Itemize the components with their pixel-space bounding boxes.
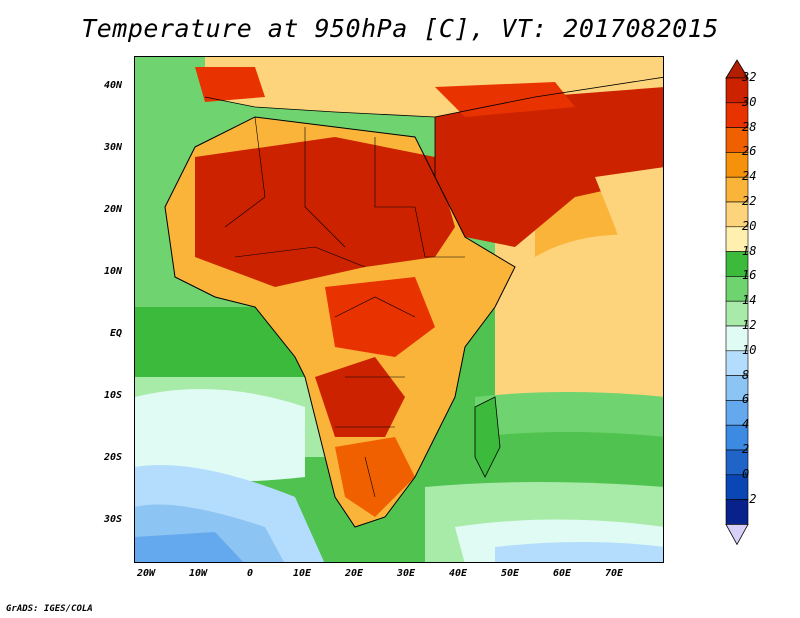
lon-label-0: 0 — [246, 568, 254, 579]
colorbar-tick-label: 14 — [742, 293, 757, 308]
lon-label-50e: 50E — [500, 568, 520, 579]
lat-label-eq: EQ — [110, 328, 123, 339]
colorbar-tick-label: 6 — [742, 392, 750, 407]
colorbar-tick-label: 4 — [742, 417, 750, 432]
colorbar-bottom-arrow — [725, 524, 749, 546]
colorbar-tick-label: 28 — [742, 119, 757, 134]
lon-label-40e: 40E — [448, 568, 468, 579]
arabia-coastline — [434, 76, 663, 177]
colorbar-tick-label: 22 — [742, 194, 757, 208]
colorbar-tick-label: 0 — [742, 466, 750, 481]
lon-label-10e: 10E — [292, 568, 312, 579]
madagascar — [474, 396, 501, 478]
iberia-hot — [195, 67, 265, 102]
lat-label-10s: 10S — [104, 390, 123, 401]
colorbar — [725, 59, 749, 546]
ocean-atlantic-coldest — [135, 532, 244, 562]
map-title: Temperature at 950hPa [C], VT: 201708201… — [81, 14, 719, 43]
sahara-hot-core — [195, 137, 455, 287]
lon-label-20w: 20W — [136, 568, 156, 579]
lon-label-70e: 70E — [604, 568, 624, 579]
map-canvas — [135, 57, 663, 562]
lon-label-30e: 30E — [396, 568, 416, 579]
colorbar-tick-label: 30 — [742, 94, 757, 109]
grads-credit: GrADS: IGES/COLA — [6, 604, 93, 614]
lat-label-20s: 20S — [104, 452, 123, 463]
colorbar-tick-label: 18 — [742, 243, 757, 258]
lat-label-40n: 40N — [104, 80, 123, 91]
colorbar-tick-label: 16 — [742, 268, 757, 283]
ocean-atlantic-cool — [135, 389, 305, 482]
colorbar-tick-label: 2 — [742, 442, 750, 456]
europe-land — [205, 57, 663, 117]
colorbar-tick-label: 20 — [742, 218, 757, 233]
lat-label-10n: 10N — [104, 266, 123, 277]
india-land — [595, 167, 663, 315]
south-africa-warm — [335, 437, 415, 517]
central-africa-hot — [325, 277, 435, 357]
ocean-indian-cold — [495, 542, 663, 562]
turkey-hot — [435, 82, 575, 117]
lat-label-30n: 30N — [104, 142, 123, 153]
mediterranean-coastline — [204, 96, 436, 118]
lon-label-10w: 10W — [188, 568, 208, 579]
africa-coastline — [164, 116, 516, 528]
colorbar-tick-label: 12 — [742, 318, 757, 332]
colorbar-tick-label: 26 — [742, 144, 757, 159]
colorbar-tick-label: 24 — [742, 169, 757, 184]
colorbar-tick-label: 32 — [742, 70, 757, 84]
colorbar-tick-label: -2 — [742, 491, 757, 506]
ocean-indian-mid — [475, 392, 663, 437]
colorbar-tick-label: 8 — [742, 367, 750, 382]
lat-label-30s: 30S — [104, 514, 123, 525]
colorbar-tick-label: 10 — [742, 342, 757, 357]
lon-label-60e: 60E — [552, 568, 572, 579]
temperature-map — [134, 56, 664, 563]
lat-label-20n: 20N — [104, 204, 123, 215]
arabia-hot — [435, 77, 663, 247]
ocean-indian-warm — [495, 205, 663, 411]
lon-label-20e: 20E — [344, 568, 364, 579]
country-borders — [224, 116, 465, 498]
